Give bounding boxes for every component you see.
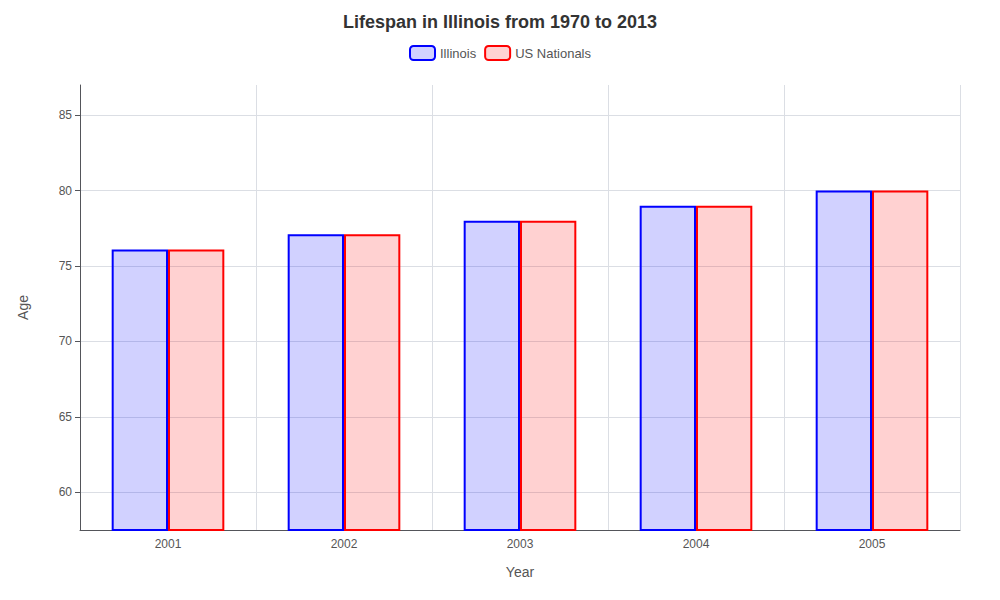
svg-text:Illinois: Illinois: [440, 46, 477, 61]
svg-text:2005: 2005: [859, 537, 886, 551]
svg-text:75: 75: [59, 259, 73, 273]
svg-text:65: 65: [59, 410, 73, 424]
svg-text:60: 60: [59, 485, 73, 499]
svg-text:2001: 2001: [155, 537, 182, 551]
svg-text:US Nationals: US Nationals: [515, 46, 591, 61]
svg-text:Year: Year: [506, 564, 535, 580]
svg-text:Age: Age: [15, 295, 31, 320]
svg-text:Lifespan in Illinois from 1970: Lifespan in Illinois from 1970 to 2013: [343, 12, 657, 32]
svg-text:80: 80: [59, 184, 73, 198]
svg-text:2003: 2003: [507, 537, 534, 551]
svg-text:2004: 2004: [683, 537, 710, 551]
svg-text:2002: 2002: [331, 537, 358, 551]
svg-text:85: 85: [59, 108, 73, 122]
svg-text:70: 70: [59, 334, 73, 348]
